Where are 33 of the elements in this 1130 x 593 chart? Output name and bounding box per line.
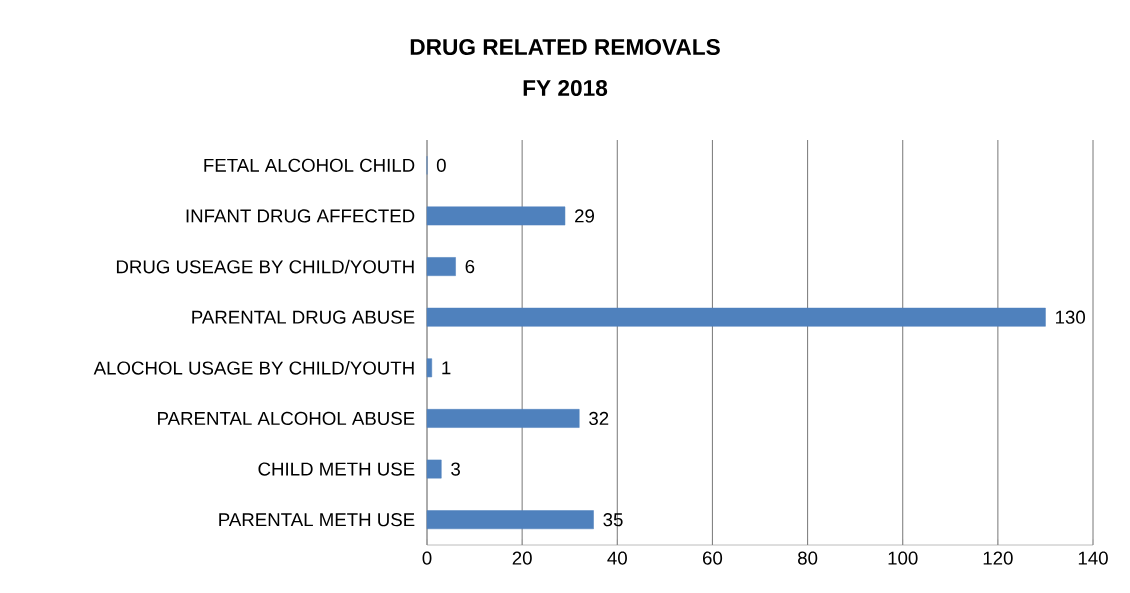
y-tick-label: CHILD METH USE [258,462,415,476]
x-tick-label: 20 [512,551,532,565]
bar [426,206,566,226]
x-tick-label: 80 [798,551,818,565]
data-label: 3 [451,462,460,476]
y-tick-label: INFANT DRUG AFFECTED [186,209,415,223]
data-label: 6 [465,259,475,274]
data-label: 0 [436,158,446,172]
x-tick-label: 120 [983,551,1013,565]
data-label: 35 [603,513,623,527]
data-label: 32 [589,411,609,426]
data-label: 130 [1056,310,1086,324]
data-label: 1 [442,361,451,375]
bar [426,459,442,479]
bar [426,358,433,378]
bar [426,257,456,276]
y-tick-label: ALOCHOL USAGE BY CHILD/YOUTH [93,360,414,375]
x-tick-label: 100 [888,551,918,565]
x-tick-label: 40 [607,551,627,565]
x-tick-label: 0 [422,551,432,565]
y-tick-label: PARENTAL ALCOHOL ABUSE [158,411,415,426]
chart-title: DRUG RELATED REMOVALS [410,38,720,56]
y-tick-label: DRUG USEAGE BY CHILD/YOUTH [116,259,414,274]
chart-subtitle: FY 2018 [523,79,608,97]
y-tick-label: FETAL ALCOHOL CHILD [204,158,415,172]
bar [426,409,580,428]
y-tick-label: PARENTAL DRUG ABUSE [192,310,415,324]
y-tick-label: PARENTAL METH USE [219,513,415,527]
x-tick-label: 140 [1078,551,1108,565]
bar [426,307,1046,327]
bar [426,510,594,530]
x-tick-label: 60 [703,551,723,565]
data-label: 29 [575,209,594,223]
